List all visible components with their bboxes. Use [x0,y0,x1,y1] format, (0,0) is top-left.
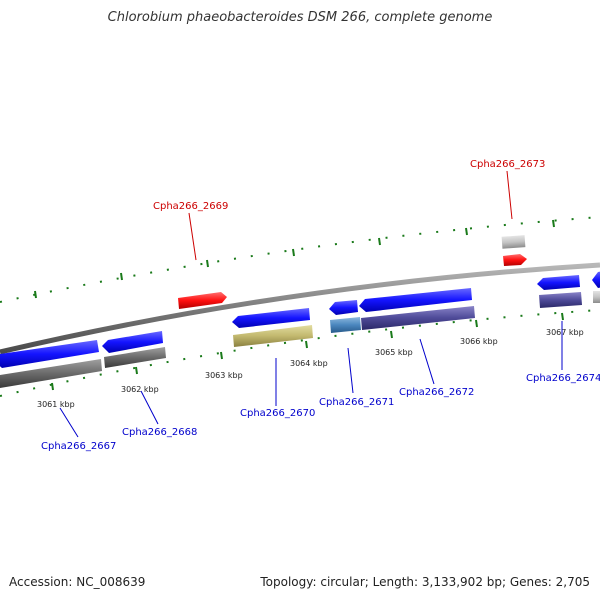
kbp-label-3063: 3063 kbp [205,371,243,380]
gene-label-cpha266-2668[interactable]: Cpha266_2668 [122,427,197,438]
gene-cpha266-2668-arrow[interactable] [102,331,163,353]
gene-label-cpha266-2671[interactable]: Cpha266_2671 [319,397,394,408]
gene-cpha266-2671-box[interactable] [330,317,361,333]
gene-cpha266-2672-arrow[interactable] [359,288,472,312]
genome-backbone [0,262,600,355]
kbp-label-3065: 3065 kbp [375,348,413,357]
map-title: Chlorobium phaeobacteroides DSM 266, com… [107,10,493,25]
partial-gene-right-edge-arrow[interactable] [592,271,600,288]
gene-label-cpha266-2669[interactable]: Cpha266_2669 [153,201,228,212]
accession-text: Accession: NC_008639 [9,575,146,589]
gene-cpha266-2667-box[interactable] [0,359,102,388]
kbp-labels: 3061 kbp 3062 kbp 3063 kbp 3064 kbp 3065… [37,328,584,409]
kbp-label-3066: 3066 kbp [460,337,498,346]
kbp-label-3061: 3061 kbp [37,400,75,409]
gene-label-cpha266-2667[interactable]: Cpha266_2667 [41,441,116,452]
gene-cpha266-2671-arrow[interactable] [329,300,358,315]
gene-label-cpha266-2670[interactable]: Cpha266_2670 [240,408,315,419]
gene-cpha266-2673-box[interactable] [501,235,526,249]
outer-major-ticks [34,219,555,299]
gene-cpha266-2670-arrow[interactable] [232,308,310,328]
kbp-label-3064: 3064 kbp [290,359,328,368]
gene-cpha266-2673-arrow[interactable] [503,254,527,266]
inner-major-ticks [51,312,564,391]
gene-cpha266-2670-box[interactable] [233,325,313,347]
gene-cpha266-2674-arrow[interactable] [537,275,580,290]
gene-cpha266-2672-box[interactable] [361,306,475,330]
kbp-label-3067: 3067 kbp [546,328,584,337]
gene-cpha266-2669-arrow[interactable] [178,292,227,309]
topology-text: Topology: circular; Length: 3,133,902 bp… [260,575,590,589]
partial-gene-right-edge-box[interactable] [593,291,600,303]
gene-labels: Cpha266_2669 Cpha266_2673 Cpha266_2667 C… [41,159,600,452]
gene-label-cpha266-2674[interactable]: Cpha266_2674 [526,373,600,384]
label-leaders [59,170,563,438]
gene-label-cpha266-2672[interactable]: Cpha266_2672 [399,387,474,398]
kbp-label-3062: 3062 kbp [121,385,159,394]
gene-label-cpha266-2673[interactable]: Cpha266_2673 [470,159,545,170]
gene-cpha266-2667-arrow[interactable] [0,340,99,368]
gene-cpha266-2668-box[interactable] [104,347,166,368]
gene-cpha266-2674-box[interactable] [539,292,582,308]
